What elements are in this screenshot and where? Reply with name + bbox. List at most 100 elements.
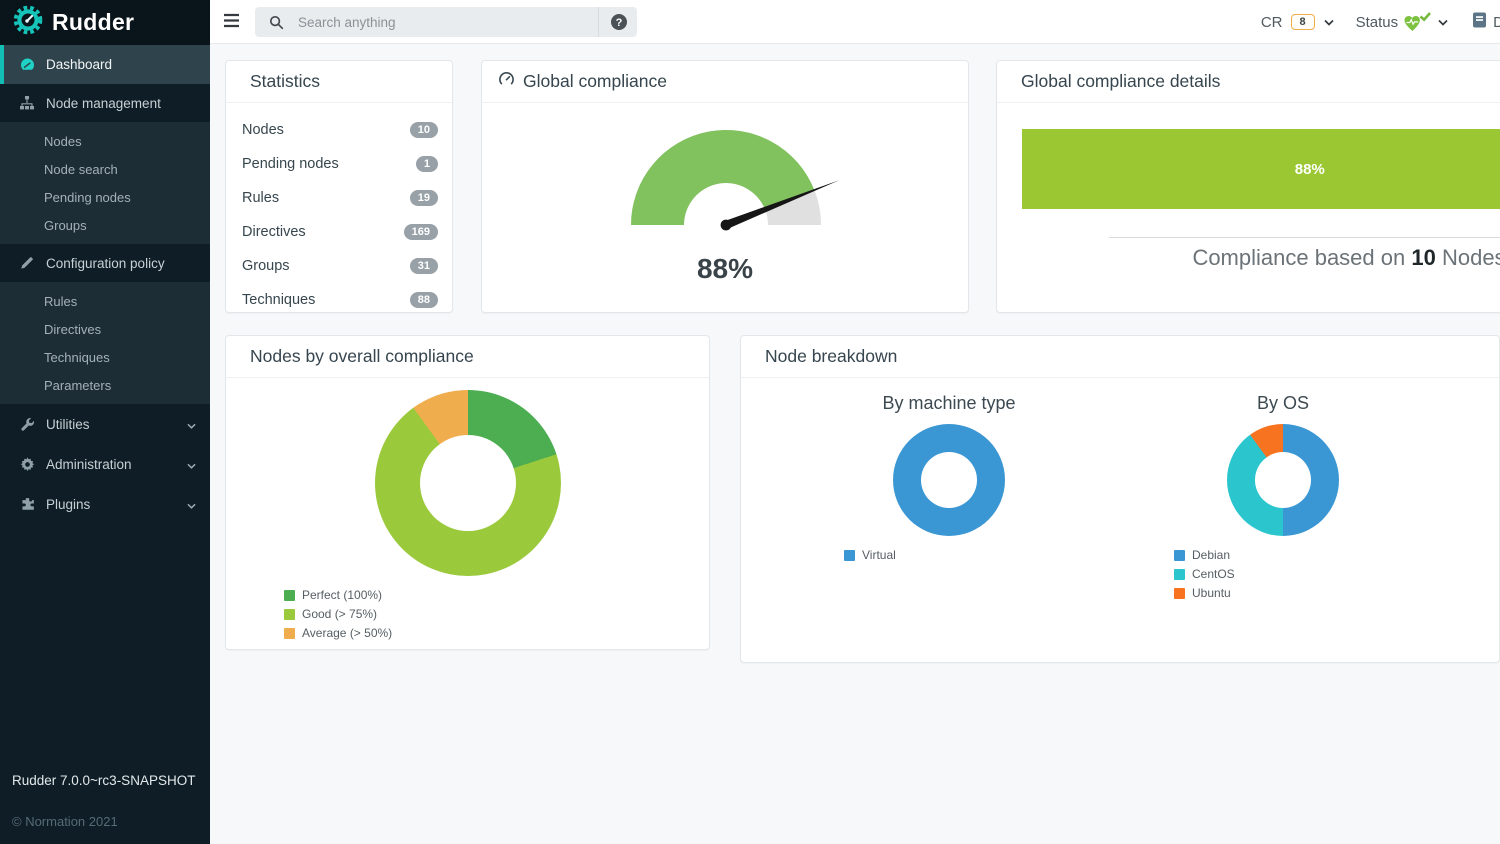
gauge-needle-cap (720, 219, 732, 231)
sidebar-item-label: Dashboard (46, 57, 113, 72)
stat-row-pending-nodes[interactable]: Pending nodes 1 (242, 147, 438, 181)
compliance-donut-legend: Perfect (100%) Good (> 75%) Average (> 5… (284, 586, 392, 643)
legend-item-good[interactable]: Good (> 75%) (284, 605, 392, 623)
legend-swatch (284, 589, 295, 601)
topbar-right: CR 8 Status (1261, 0, 1500, 43)
count-badge: 10 (409, 122, 438, 138)
book-icon (1472, 12, 1487, 33)
sidebar-item-label: Utilities (46, 416, 90, 432)
legend-item-ubuntu[interactable]: Ubuntu (1174, 584, 1235, 602)
search-input[interactable] (298, 14, 637, 30)
stat-row-groups[interactable]: Groups 31 (242, 249, 438, 283)
compliance-donut (375, 390, 561, 576)
count-badge: 169 (403, 224, 438, 240)
dashboard-gauge-icon (18, 57, 36, 72)
global-compliance-head: Global compliance (482, 61, 968, 103)
nodes-by-compliance-title: Nodes by overall compliance (226, 336, 709, 378)
compliance-bar-label: 88% (1294, 160, 1325, 178)
node-breakdown-card: Node breakdown By machine type Virtual B… (740, 335, 1500, 663)
sidebar-item-administration[interactable]: Administration (0, 444, 210, 484)
sidebar-item-nodes[interactable]: Nodes (44, 133, 82, 149)
sidebar-item-label: Configuration policy (46, 255, 165, 271)
legend-swatch (284, 608, 295, 620)
docs-label: D (1493, 14, 1500, 31)
compliance-gauge-icon (498, 71, 515, 93)
donut-hole (1255, 452, 1311, 508)
sidebar-item-plugins[interactable]: Plugins (0, 484, 210, 524)
legend-item-average[interactable]: Average (> 50%) (284, 624, 392, 642)
legend-item-centos[interactable]: CentOS (1174, 565, 1235, 583)
search-divider (598, 7, 599, 37)
gear-icon (18, 456, 36, 472)
sidebar-item-configuration-policy[interactable]: Configuration policy (0, 244, 210, 282)
help-icon[interactable]: ? (610, 13, 628, 31)
sidebar-item-pending-nodes[interactable]: Pending nodes (44, 189, 131, 205)
sidebar-item-directives[interactable]: Directives (44, 321, 102, 337)
sidebar-item-utilities[interactable]: Utilities (0, 404, 210, 444)
statistics-card: Statistics Nodes 10 Pending nodes 1 Rule… (225, 60, 453, 313)
sidebar-item-parameters[interactable]: Parameters (44, 377, 112, 393)
sidebar-item-rules[interactable]: Rules (44, 293, 78, 309)
machine-type-legend: Virtual (844, 546, 896, 565)
node-count: 10 (1411, 245, 1436, 270)
legend-swatch (844, 549, 855, 561)
count-badge: 1 (415, 156, 438, 172)
copyright: © Normation 2021 (12, 814, 118, 829)
topbar: ? CR 8 Status (210, 0, 1500, 44)
logo[interactable]: Rudder (0, 0, 210, 45)
sidebar-item-techniques[interactable]: Techniques (44, 349, 110, 365)
status-label: Status (1355, 13, 1399, 31)
pencil-icon (18, 256, 36, 270)
global-compliance-title: Global compliance (523, 71, 667, 91)
status-menu[interactable]: Status (1355, 11, 1432, 33)
legend-item-debian[interactable]: Debian (1174, 546, 1235, 564)
docs-menu[interactable]: D (1472, 12, 1500, 33)
compliance-caption: Compliance based on 10 Nodes (1192, 245, 1500, 270)
puzzle-icon (18, 497, 36, 512)
status-chevron-down-icon[interactable] (1438, 19, 1448, 26)
os-donut (1227, 424, 1339, 536)
stat-row-directives[interactable]: Directives 169 (242, 215, 438, 249)
chevron-down-icon (187, 457, 196, 472)
wrench-icon (18, 417, 36, 432)
sidebar-item-label: Administration (46, 456, 132, 472)
machine-type-donut (893, 424, 1005, 536)
legend-item-virtual[interactable]: Virtual (844, 546, 896, 564)
stat-row-techniques[interactable]: Techniques 88 (242, 283, 438, 317)
change-requests-badge[interactable]: 8 (1290, 14, 1315, 30)
sidebar-item-node-search[interactable]: Node search (44, 161, 118, 177)
search-icon (269, 15, 284, 30)
node-breakdown-title: Node breakdown (741, 336, 1499, 378)
sidebar-item-label: Plugins (46, 496, 91, 512)
cr-chevron-down-icon[interactable] (1324, 19, 1334, 26)
stat-row-rules[interactable]: Rules 19 (242, 181, 438, 215)
legend-swatch (284, 627, 295, 639)
gauge-chart (621, 125, 841, 237)
nodes-by-compliance-card: Nodes by overall compliance Perfect (100… (225, 335, 710, 650)
configuration-policy-submenu: Rules Directives Techniques Parameters (0, 282, 210, 404)
node-management-submenu: Nodes Node search Pending nodes Groups (0, 122, 210, 244)
os-legend: Debian CentOS Ubuntu (1174, 546, 1235, 603)
count-badge: 31 (409, 258, 438, 274)
dashboard-content: Statistics Nodes 10 Pending nodes 1 Rule… (210, 44, 1500, 844)
sidebar: Rudder Dashboard Node man (0, 0, 210, 844)
gauge-fill-arc (631, 129, 815, 225)
statistics-rows: Nodes 10 Pending nodes 1 Rules 19 Direct… (226, 103, 452, 317)
gauge-value-label: 88% (696, 253, 754, 284)
axis-line (1109, 237, 1500, 238)
search-bar: ? (255, 7, 637, 37)
stat-row-nodes[interactable]: Nodes 10 (242, 113, 438, 147)
sidebar-item-node-management[interactable]: Node management (0, 84, 210, 122)
global-compliance-details-card: Global compliance details 88% Compliance… (996, 60, 1500, 313)
sidebar-item-dashboard[interactable]: Dashboard (0, 45, 210, 84)
sitemap-icon (18, 95, 36, 111)
legend-swatch (1174, 568, 1185, 580)
by-machine-type-subtitle: By machine type (882, 393, 1016, 413)
by-os-subtitle: By OS (1256, 393, 1309, 413)
count-badge: 88 (409, 292, 438, 308)
app-version: Rudder 7.0.0~rc3-SNAPSHOT (12, 773, 196, 788)
sidebar-item-groups[interactable]: Groups (44, 217, 87, 233)
legend-item-perfect[interactable]: Perfect (100%) (284, 586, 392, 604)
global-compliance-card: Global compliance 88% (481, 60, 969, 313)
menu-icon[interactable] (222, 13, 240, 31)
